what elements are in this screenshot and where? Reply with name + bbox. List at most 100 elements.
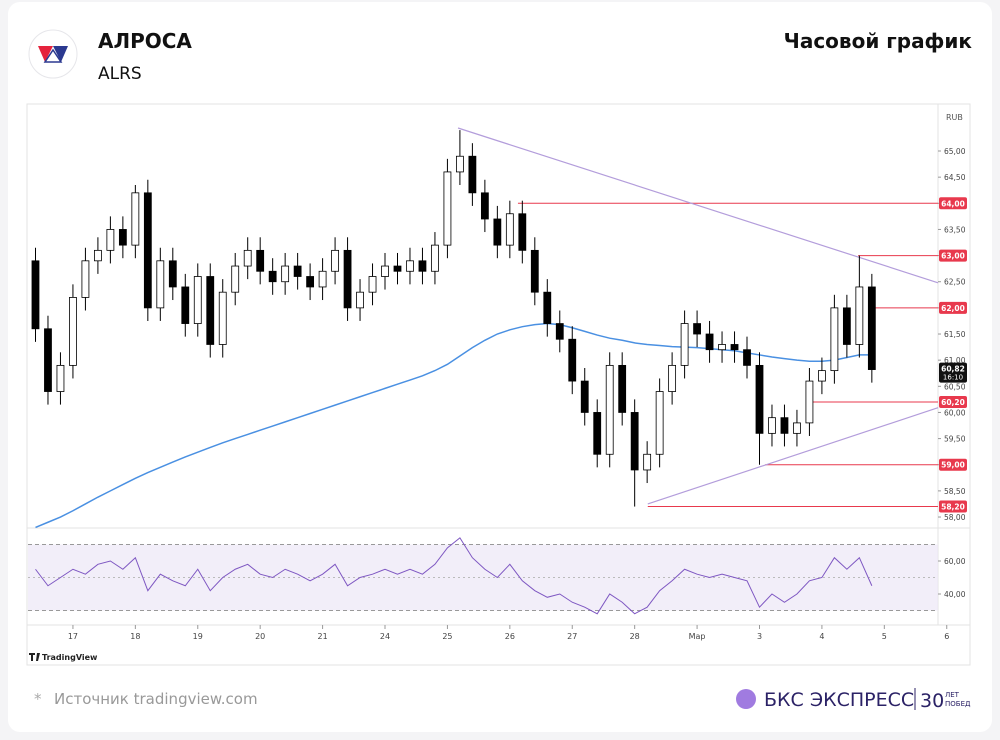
- candle-body: [268, 270, 277, 283]
- candle-body: [718, 344, 726, 351]
- candle-body: [118, 229, 127, 246]
- years-text: ПОБЕД: [945, 700, 971, 708]
- candle-body: [293, 265, 302, 277]
- candle-body: [580, 380, 589, 413]
- candle-body: [755, 364, 764, 434]
- level-label: 58,20: [941, 503, 965, 512]
- candle-body: [418, 260, 427, 272]
- candle-body: [730, 344, 739, 351]
- x-tick-label: 20: [255, 632, 265, 641]
- ma-line: [35, 322, 872, 529]
- years-text: ЛЕТ: [945, 691, 960, 699]
- candle-body: [505, 213, 514, 246]
- candle-body: [94, 249, 102, 262]
- candle-body: [855, 286, 864, 345]
- x-tick-label: 25: [442, 632, 452, 641]
- y-tick-label: 61,00: [944, 356, 966, 365]
- candle-body: [493, 218, 502, 246]
- candle-body: [630, 412, 639, 471]
- candle-body: [193, 276, 202, 324]
- candle-body: [393, 265, 402, 272]
- candle-body: [331, 249, 339, 272]
- level-label: 59,00: [941, 461, 965, 470]
- candle-body: [530, 249, 539, 293]
- candle-body: [643, 453, 652, 471]
- candle-body: [668, 364, 677, 392]
- candle-body: [31, 260, 40, 330]
- candle-body: [805, 380, 814, 424]
- candle-body: [842, 307, 851, 345]
- rsi-tick-label: 60,00: [944, 557, 966, 566]
- candle-body: [156, 260, 165, 309]
- candle-body: [605, 364, 614, 455]
- candle-body: [655, 391, 664, 455]
- currency: RUB: [946, 113, 963, 122]
- years: 30: [920, 690, 944, 712]
- y-tick-label: 58,50: [944, 487, 966, 496]
- y-tick-label: 60,00: [944, 408, 966, 417]
- candle-body: [168, 260, 177, 288]
- last-price-label: 60,82: [941, 365, 965, 374]
- candle-body: [256, 249, 265, 272]
- source-mark: *: [34, 690, 42, 708]
- y-tick-label: 61,50: [944, 330, 966, 339]
- y-tick-label: 60,50: [944, 382, 966, 391]
- candle-body: [281, 265, 290, 283]
- candle-body: [618, 364, 627, 413]
- x-tick-label: 3: [757, 632, 762, 641]
- x-tick-label: 19: [193, 632, 203, 641]
- x-tick-label: 17: [68, 632, 78, 641]
- last-price-tag: [939, 362, 967, 383]
- rsi-line: [35, 537, 873, 615]
- y-tick-label: 62,50: [944, 278, 966, 287]
- candle-body: [81, 260, 90, 298]
- level-tag: [939, 395, 967, 408]
- candle-body: [830, 307, 839, 372]
- candle-body: [306, 276, 315, 288]
- candle-body: [780, 417, 789, 434]
- candle-body: [143, 192, 152, 309]
- tv-logo: [29, 653, 40, 661]
- candle-body: [343, 249, 352, 309]
- level-tag: [939, 249, 967, 262]
- trend-line: [647, 407, 939, 505]
- candle-body: [555, 323, 564, 340]
- x-tick-label: 26: [505, 632, 515, 641]
- x-tick-label: Мар: [689, 632, 706, 641]
- candle-body: [381, 265, 389, 277]
- tv-brand: TradingView: [42, 653, 98, 662]
- candle-body: [356, 291, 364, 309]
- level-label: 63,00: [941, 252, 965, 261]
- ticker: ALRS: [98, 64, 142, 84]
- level-label: 62,00: [941, 304, 965, 313]
- logo: [28, 29, 78, 79]
- x-tick-label: 28: [630, 632, 640, 641]
- candle-body: [568, 338, 577, 382]
- candle-body: [69, 297, 77, 366]
- candle-body: [431, 244, 439, 272]
- trend-line: [457, 127, 939, 284]
- candle-body: [243, 249, 252, 267]
- candle-body: [705, 333, 714, 351]
- x-tick-label: 27: [567, 632, 577, 641]
- candle-body: [181, 286, 190, 324]
- x-tick-label: 18: [130, 632, 140, 641]
- brand: БКС ЭКСПРЕСС: [764, 689, 914, 711]
- rsi-tick-label: 40,00: [944, 590, 966, 599]
- candle-body: [443, 171, 452, 246]
- candle-body: [743, 349, 751, 366]
- level-tag: [939, 301, 967, 314]
- candle-body: [406, 260, 414, 272]
- level-label: 64,00: [941, 199, 965, 208]
- candle-body: [543, 291, 552, 324]
- candle-body: [867, 286, 876, 370]
- brand-logo: [736, 689, 756, 709]
- candle-body: [218, 291, 227, 345]
- x-tick-label: 24: [380, 632, 390, 641]
- y-tick-label: 64,50: [944, 173, 966, 182]
- title: АЛРОСА: [98, 29, 192, 53]
- candle-body: [231, 265, 240, 293]
